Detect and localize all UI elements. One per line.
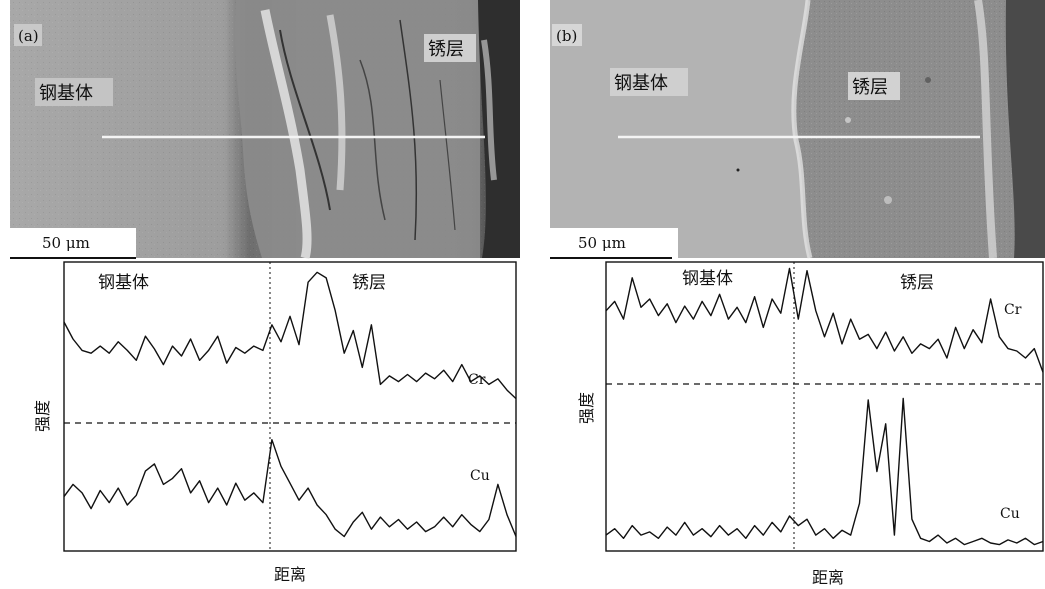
panel-b-svg: (b) 钢基体 锈层 50 μm 钢基体 锈层 Cr Cu 强度 距离	[550, 0, 1045, 587]
scale-bar-label: 50 μm	[42, 234, 90, 252]
panel-letter: (a)	[18, 27, 39, 45]
profile-plot-frame	[605, 261, 1044, 552]
x-axis-label: 距离	[274, 565, 306, 584]
series-label-cr: Cr	[1004, 302, 1022, 318]
profile-traces-b: Cr Cu	[605, 267, 1044, 546]
sem-rust-label: 锈层	[428, 39, 464, 60]
series-label-cu: Cu	[470, 468, 490, 484]
profile-region-rust: 锈层	[900, 273, 934, 293]
profile-traces-a: Cr Cu	[63, 271, 517, 538]
trace-cu	[605, 397, 1044, 546]
sem-substrate-label: 钢基体	[39, 83, 93, 104]
sem-rust-label: 锈层	[852, 77, 888, 98]
profile-region-rust: 锈层	[352, 273, 386, 293]
figure-panel-b: (b) 钢基体 锈层 50 μm 钢基体 锈层 Cr Cu 强度 距离	[548, 0, 1045, 589]
profile-region-substrate: 钢基体	[98, 273, 149, 293]
y-axis-label: 强度	[577, 392, 596, 424]
sem-image-b	[550, 0, 1045, 259]
profile-region-substrate: 钢基体	[682, 269, 733, 289]
trace-cu	[63, 439, 517, 538]
scale-bar-label: 50 μm	[578, 234, 626, 252]
series-label-cu: Cu	[1000, 506, 1020, 522]
trace-cr	[63, 271, 517, 400]
panel-a-svg: (a) 钢基体 锈层 50 μm 钢基体 锈层 Cr Cu 强度 距离	[10, 0, 520, 584]
y-axis-label: 强度	[33, 400, 52, 432]
figure-panel-a: (a) 钢基体 锈层 50 μm 钢基体 锈层 Cr Cu 强度 距离	[0, 0, 520, 589]
series-label-cr: Cr	[468, 372, 486, 388]
trace-cr	[605, 267, 1044, 373]
profile-plot-frame	[63, 261, 517, 552]
x-axis-label: 距离	[812, 568, 844, 587]
panel-letter: (b)	[556, 27, 577, 45]
sem-substrate-label: 钢基体	[614, 73, 668, 94]
